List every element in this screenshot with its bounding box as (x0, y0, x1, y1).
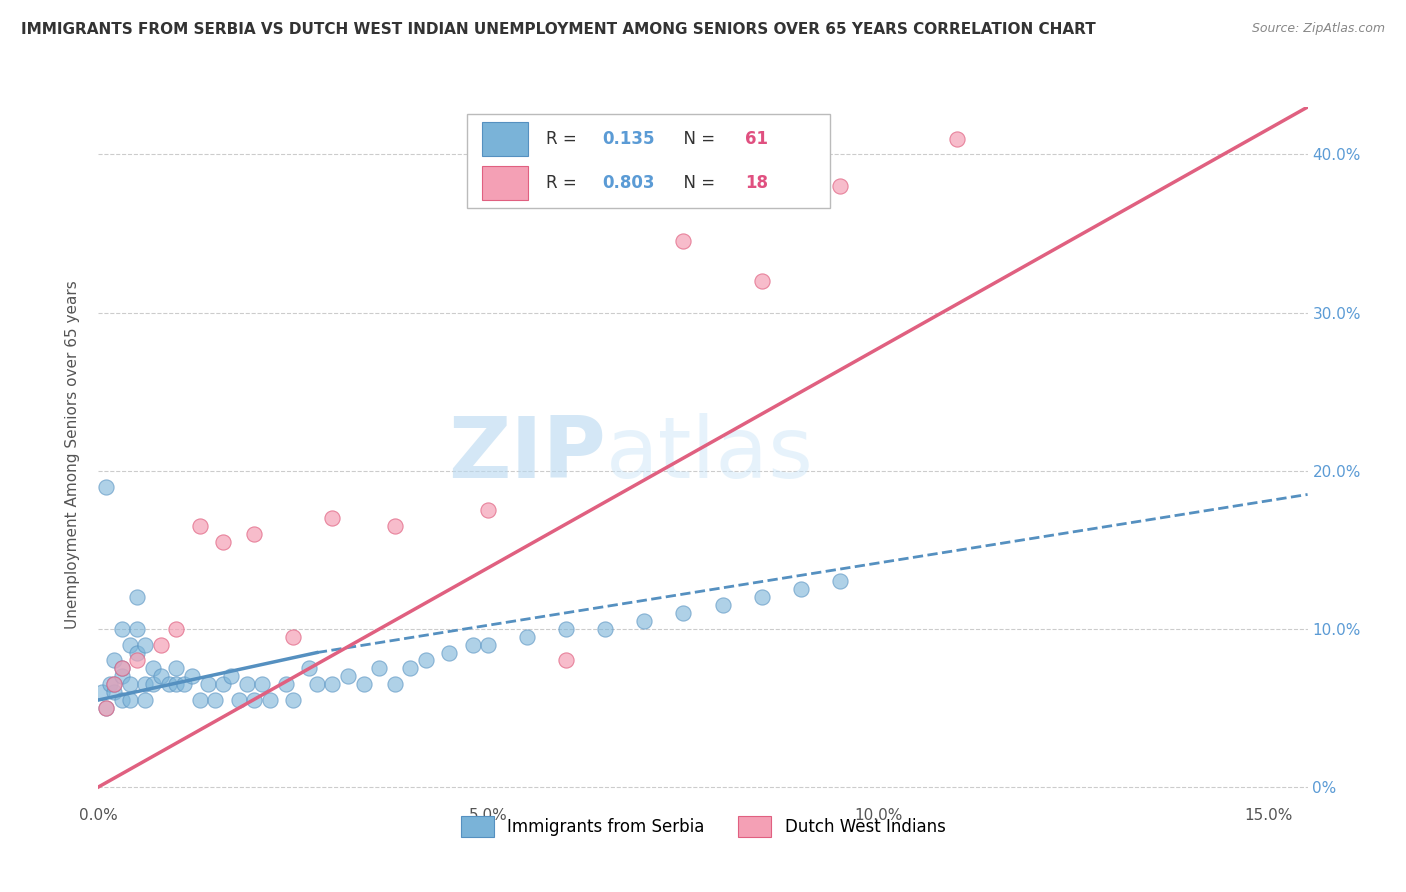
Point (633, 614, 655, 628)
Legend: Immigrants from Serbia, Dutch West Indians: Immigrants from Serbia, Dutch West India… (454, 810, 952, 843)
Text: N =: N = (672, 130, 720, 148)
Point (188, 519, 211, 533)
Bar (482, 122, 527, 156)
Point (415, 653, 437, 667)
Point (828, 179, 851, 194)
Point (516, 630, 538, 644)
Point (789, 582, 811, 597)
Point (96, 479, 118, 493)
Point (96, 701, 118, 715)
Point (212, 534, 235, 549)
Point (274, 677, 297, 691)
Point (243, 693, 266, 707)
Point (298, 661, 321, 675)
Text: R =: R = (546, 130, 582, 148)
Point (142, 661, 165, 675)
Point (439, 646, 461, 660)
Point (127, 653, 149, 667)
Point (672, 606, 695, 620)
Point (477, 503, 499, 517)
Point (235, 677, 257, 691)
Point (259, 693, 281, 707)
Point (945, 131, 967, 145)
Point (283, 630, 305, 644)
Bar (482, 166, 527, 200)
Point (461, 638, 484, 652)
Point (127, 622, 149, 636)
Point (111, 622, 134, 636)
Point (103, 677, 125, 691)
Point (111, 661, 134, 675)
Point (384, 519, 406, 533)
Text: atlas: atlas (606, 413, 814, 497)
Point (751, 274, 773, 288)
Point (243, 527, 266, 541)
Point (477, 638, 499, 652)
Point (399, 661, 422, 675)
Point (181, 669, 204, 683)
Point (368, 661, 391, 675)
Point (283, 693, 305, 707)
Point (157, 677, 180, 691)
Point (305, 677, 328, 691)
Text: 18: 18 (745, 174, 768, 192)
Point (197, 677, 219, 691)
Text: Source: ZipAtlas.com: Source: ZipAtlas.com (1251, 22, 1385, 36)
Text: ZIP: ZIP (449, 413, 606, 497)
Point (228, 693, 250, 707)
Text: 0.135: 0.135 (603, 130, 655, 148)
Text: N =: N = (672, 174, 720, 192)
Point (118, 693, 141, 707)
Point (555, 653, 578, 667)
Point (353, 677, 375, 691)
Point (111, 693, 134, 707)
Point (672, 235, 695, 249)
Point (103, 653, 125, 667)
Text: 61: 61 (745, 130, 768, 148)
Point (595, 622, 617, 636)
Y-axis label: Unemployment Among Seniors over 65 years: Unemployment Among Seniors over 65 years (65, 281, 80, 629)
Point (134, 677, 156, 691)
Point (751, 591, 773, 605)
Point (555, 622, 578, 636)
Point (111, 661, 134, 675)
Text: 0.803: 0.803 (603, 174, 655, 192)
Point (142, 677, 165, 691)
Point (219, 669, 242, 683)
Point (711, 598, 734, 612)
Point (111, 669, 134, 683)
Point (134, 693, 156, 707)
Text: IMMIGRANTS FROM SERBIA VS DUTCH WEST INDIAN UNEMPLOYMENT AMONG SENIORS OVER 65 Y: IMMIGRANTS FROM SERBIA VS DUTCH WEST IND… (21, 22, 1095, 37)
Point (96, 701, 118, 715)
Point (828, 574, 851, 589)
Point (252, 677, 274, 691)
Point (165, 677, 187, 691)
Point (149, 669, 172, 683)
Point (384, 677, 406, 691)
Point (103, 685, 125, 699)
Point (165, 661, 187, 675)
Point (212, 677, 235, 691)
Point (321, 511, 343, 525)
Point (134, 638, 156, 652)
Point (149, 638, 172, 652)
Point (204, 693, 226, 707)
Point (118, 677, 141, 691)
Point (321, 677, 343, 691)
Text: R =: R = (546, 174, 582, 192)
Point (188, 693, 211, 707)
Point (103, 677, 125, 691)
Point (118, 638, 141, 652)
Point (165, 622, 187, 636)
Point (91, 685, 114, 699)
Point (173, 677, 195, 691)
Point (98, 677, 121, 691)
Point (127, 646, 149, 660)
Point (337, 669, 360, 683)
Point (127, 591, 149, 605)
Bar (467, 114, 830, 208)
